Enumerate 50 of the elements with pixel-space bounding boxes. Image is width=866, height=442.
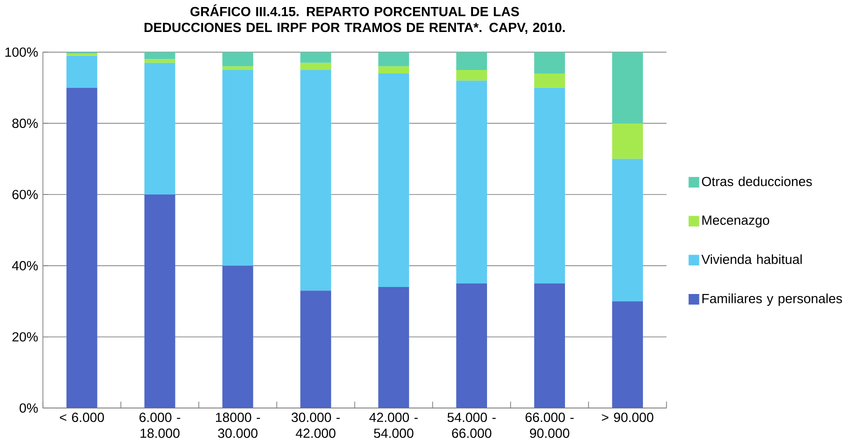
bar bbox=[144, 62, 176, 194]
bar bbox=[66, 53, 98, 56]
bar bbox=[222, 70, 254, 266]
y-tick-label: 80% bbox=[12, 118, 38, 128]
bar bbox=[456, 80, 488, 284]
bar bbox=[378, 52, 410, 66]
bar bbox=[300, 62, 332, 70]
x-tick-label: > 90.000 bbox=[602, 412, 654, 422]
bar bbox=[378, 286, 410, 408]
y-tick-label: 20% bbox=[12, 332, 38, 342]
bar bbox=[300, 70, 332, 290]
bar bbox=[144, 52, 176, 60]
bar bbox=[144, 194, 176, 408]
bar bbox=[612, 123, 643, 159]
bar bbox=[66, 56, 98, 88]
bar bbox=[456, 52, 488, 70]
x-tick-label: 42.000 - 54.000 bbox=[369, 412, 418, 438]
bar bbox=[300, 52, 332, 63]
x-tick-label: 30.000 - 42.000 bbox=[292, 412, 340, 438]
bar bbox=[456, 70, 488, 80]
y-tick-label: 60% bbox=[12, 190, 38, 200]
x-tick-label: 66.000 - 90.000 bbox=[526, 412, 574, 438]
legend-label: Mecenazgo bbox=[702, 215, 770, 228]
y-tick-label: 0% bbox=[20, 403, 38, 413]
x-tick-label: 6.000 - 18.000 bbox=[140, 412, 180, 438]
x-tick-label: 54.000 - 66.000 bbox=[448, 412, 496, 438]
bar bbox=[144, 59, 176, 63]
bar bbox=[612, 301, 643, 408]
bar bbox=[534, 88, 565, 284]
bar bbox=[66, 88, 98, 408]
bar bbox=[222, 66, 254, 70]
bar bbox=[612, 52, 643, 124]
bar bbox=[222, 266, 254, 408]
bar bbox=[534, 52, 565, 74]
bar bbox=[378, 73, 410, 287]
legend-label: Vivienda habitual bbox=[701, 254, 802, 264]
bar bbox=[612, 158, 643, 302]
chart-title: GRÁFICO III.4.15. REPARTO PORCENTUAL DE LAS DEDUCCIONES DEL IRPF POR TRAMOS DE RENTA*. CAPV, 2010. bbox=[144, 4, 565, 34]
y-tick-label: 100% bbox=[5, 47, 38, 57]
legend-label: Otras deducciones bbox=[702, 176, 812, 186]
bar bbox=[534, 73, 565, 88]
bar bbox=[300, 290, 332, 408]
y-tick-label: 40% bbox=[12, 260, 38, 270]
x-tick-label: < 6.000 bbox=[60, 412, 104, 422]
bar bbox=[534, 283, 565, 408]
bar bbox=[456, 283, 488, 408]
legend-label: Familiares y personales bbox=[702, 293, 842, 306]
bar bbox=[378, 66, 410, 74]
bar bbox=[222, 52, 254, 66]
x-tick-label: 18000 - 30.000 bbox=[216, 412, 260, 438]
